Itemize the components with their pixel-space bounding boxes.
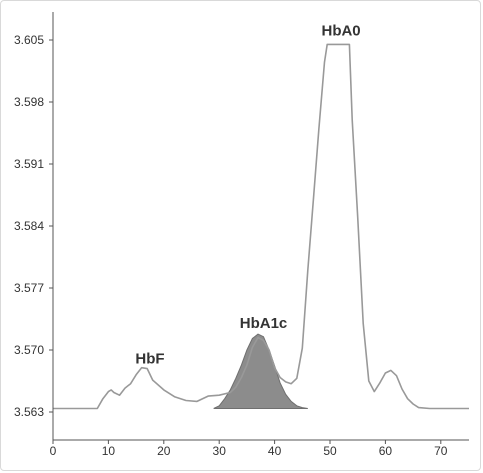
x-tick-label: 20: [157, 444, 171, 458]
y-tick-label: 3.605: [14, 33, 44, 47]
y-tick-label: 3.577: [14, 281, 44, 295]
x-tick-label: 40: [268, 444, 282, 458]
chromatogram-series-line: [53, 43, 470, 410]
x-tick-label: 10: [102, 444, 116, 458]
y-tick-label: 3.591: [14, 157, 44, 171]
y-tick-label: 3.584: [14, 219, 44, 233]
y-tick-label: 3.598: [14, 95, 44, 109]
hba1c-shaded-area: [213, 333, 308, 409]
x-tick-label: 60: [379, 444, 393, 458]
peak-label-hbf: HbF: [135, 350, 164, 367]
peak-label-hba1c: HbA1c: [240, 315, 288, 332]
x-tick-label: 30: [213, 444, 227, 458]
x-tick-label: 50: [323, 444, 337, 458]
y-tick-label: 3.563: [14, 405, 44, 419]
y-tick-label: 3.570: [14, 343, 44, 357]
peak-label-hba0: HbA0: [321, 23, 360, 40]
x-tick-label: 0: [50, 444, 57, 458]
x-tick-label: 70: [434, 444, 448, 458]
